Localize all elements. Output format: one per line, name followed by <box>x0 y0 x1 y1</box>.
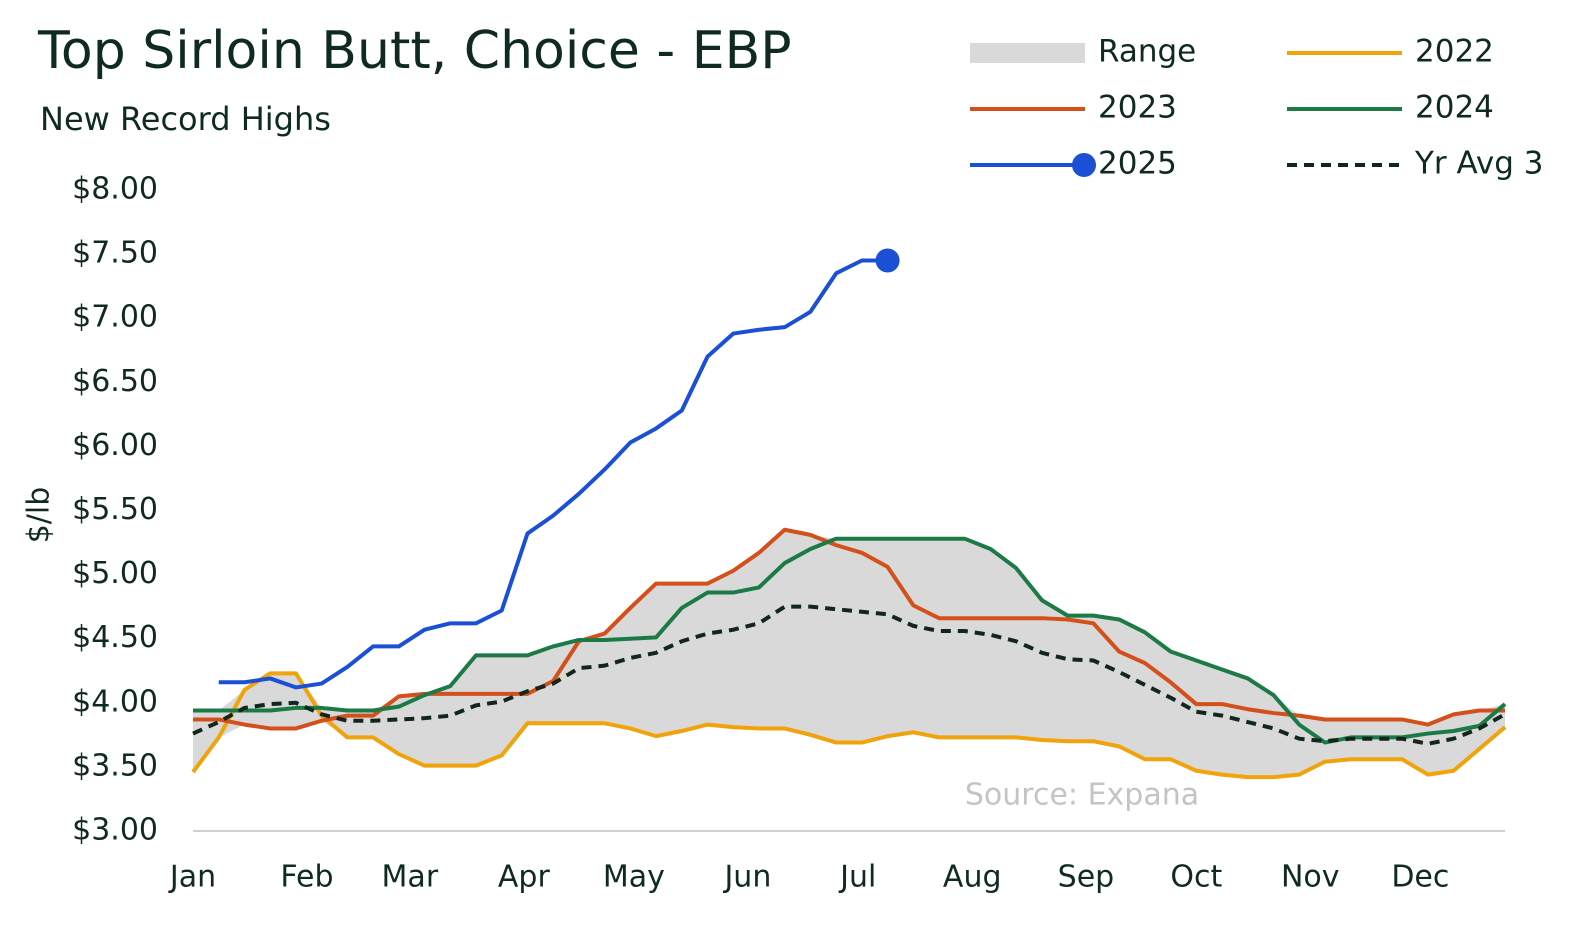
series-line <box>192 604 1506 746</box>
legend-label: Range <box>1098 34 1196 70</box>
end-marker <box>875 248 900 273</box>
y-tick-label: $6.00 <box>72 428 158 463</box>
x-tick-label: Jun <box>722 860 771 895</box>
chart-subtitle: New Record Highs <box>40 100 331 138</box>
legend-swatch <box>970 43 1085 63</box>
series-line <box>193 527 1505 731</box>
legend-item: 2022 <box>1287 34 1494 70</box>
x-tick-label: Jul <box>838 860 876 895</box>
y-tick-label: $4.00 <box>72 684 158 719</box>
x-tick-label: Nov <box>1281 860 1340 895</box>
y-tick-label: $8.00 <box>72 172 158 207</box>
x-tick-label: Oct <box>1170 860 1222 895</box>
legend-label: 2023 <box>1098 90 1177 126</box>
source-note: Source: Expana <box>965 778 1199 813</box>
x-tick-label: Aug <box>943 860 1002 895</box>
range-area <box>193 529 1505 778</box>
legend-item: 2024 <box>1287 90 1494 126</box>
y-tick-label: $3.50 <box>72 748 158 783</box>
chart-title: Top Sirloin Butt, Choice - EBP <box>37 21 792 81</box>
legend-item: 2025 <box>970 146 1177 182</box>
legend-label: 2024 <box>1415 90 1494 126</box>
y-tick-label: $7.50 <box>72 236 158 271</box>
series-line <box>191 671 1507 780</box>
x-tick-label: Apr <box>498 860 551 895</box>
y-tick-label: $3.00 <box>72 813 158 848</box>
x-tick-label: Feb <box>280 860 333 895</box>
x-tick-label: Jan <box>168 860 216 895</box>
legend-item: 2023 <box>970 90 1177 126</box>
legend-item: Range <box>970 34 1196 70</box>
y-tick-label: $5.50 <box>72 492 158 527</box>
y-tick-label: $5.00 <box>72 556 158 591</box>
y-tick-label: $4.50 <box>72 620 158 655</box>
x-tick-label: Dec <box>1391 860 1449 895</box>
x-tick-label: Sep <box>1058 860 1115 895</box>
x-tick-label: Mar <box>382 860 439 895</box>
series-line <box>193 536 1507 745</box>
legend-label: Yr Avg 3 <box>1414 146 1544 182</box>
x-tick-label: May <box>603 860 665 895</box>
y-axis-label: $/lb <box>22 487 57 544</box>
legend-item: Yr Avg 3 <box>1287 146 1544 182</box>
y-tick-label: $6.50 <box>72 364 158 399</box>
legend-marker <box>1072 153 1096 177</box>
legend-label: 2025 <box>1098 146 1177 182</box>
y-tick-label: $7.00 <box>72 300 158 335</box>
series-line <box>218 258 888 690</box>
legend-label: 2022 <box>1415 34 1494 70</box>
